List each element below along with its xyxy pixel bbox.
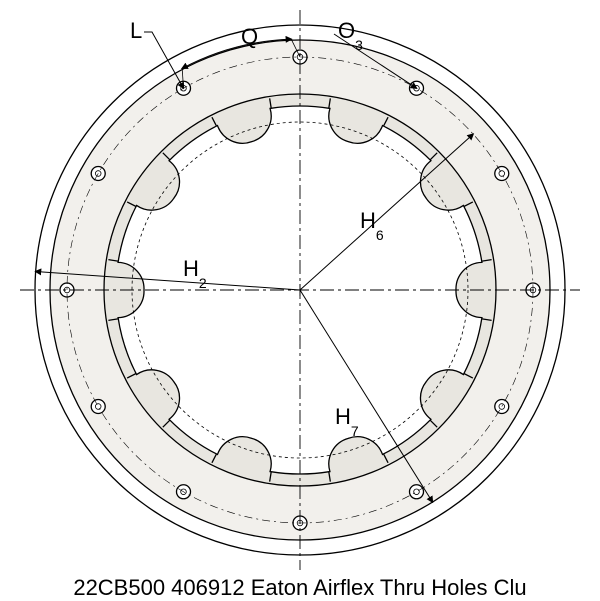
label-Q: Q	[241, 24, 258, 49]
product-caption: 22CB500 406912 Eaton Airflex Thru Holes …	[0, 575, 600, 601]
label-L: L	[130, 18, 142, 43]
